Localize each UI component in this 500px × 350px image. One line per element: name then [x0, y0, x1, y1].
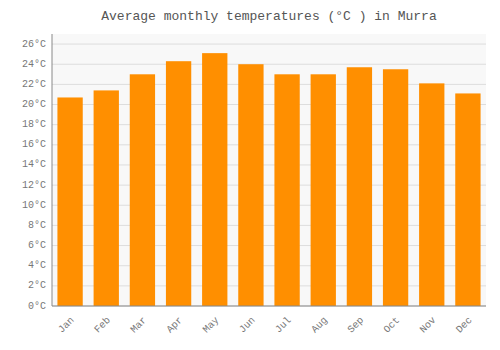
x-tick-label: Sep [346, 315, 367, 336]
grid [52, 44, 486, 306]
bar [130, 74, 155, 306]
bar [311, 74, 336, 306]
y-axis-line [52, 34, 53, 306]
x-tick-label: Aug [309, 315, 330, 336]
bar [419, 83, 444, 306]
x-tick-label: Jun [237, 315, 258, 336]
title: Average monthly temperatures (°C ) in Mu… [101, 9, 437, 24]
y-tick-label: 24°C [22, 59, 46, 70]
bar [238, 64, 263, 306]
y-tick-label: 10°C [22, 200, 46, 211]
x-ticks: Jan Feb Mar Apr May Jun Jul Aug Sep Oct Nov Dec [56, 315, 474, 336]
x-tick-label: Dec [454, 315, 475, 336]
y-ticks: 0°C 2°C 4°C 6°C 8°C 10°C 12°C 14°C 16°C 18°C 20°C 2… [22, 39, 46, 312]
bar [94, 90, 119, 306]
y-tick-label: 22°C [22, 79, 46, 90]
x-tick-label: Jul [273, 315, 294, 336]
page: {"chart_data": {"type": "bar", "title": … [0, 0, 500, 350]
bar [202, 53, 227, 306]
bar [274, 74, 299, 306]
grid-line [52, 44, 486, 45]
x-tick-label: Apr [165, 315, 186, 336]
y-tick-label: 14°C [22, 159, 46, 170]
y-tick-label: 4°C [28, 260, 46, 271]
bar [347, 67, 372, 306]
x-tick-label: Feb [92, 315, 113, 336]
grid-line [52, 64, 486, 65]
bar [455, 93, 480, 306]
bar [383, 69, 408, 306]
y-tick-label: 20°C [22, 99, 46, 110]
x-tick-label: Jan [56, 315, 77, 336]
x-tick-label: May [201, 315, 222, 336]
x-tick-label: Oct [382, 315, 403, 336]
grid-line [52, 306, 486, 307]
bar [166, 61, 191, 306]
y-tick-label: 0°C [28, 301, 46, 312]
x-axis-line [52, 306, 486, 307]
x-tick-label: Mar [129, 315, 150, 336]
y-tick-label: 12°C [22, 180, 46, 191]
bar [57, 97, 82, 306]
y-tick-label: 18°C [22, 119, 46, 130]
y-tick-label: 26°C [22, 39, 46, 50]
y-tick-label: 6°C [28, 240, 46, 251]
plot-background [52, 34, 486, 306]
y-tick-label: 16°C [22, 139, 46, 150]
y-tick-label: 8°C [28, 220, 46, 231]
y-tick-label: 2°C [28, 280, 46, 291]
bars [57, 53, 480, 306]
x-tick-label: Nov [418, 315, 439, 336]
chart: 0°C 2°C 4°C 6°C 8°C 10°C 12°C 14°C 16°C 18°C 20°C 2… [0, 0, 500, 350]
